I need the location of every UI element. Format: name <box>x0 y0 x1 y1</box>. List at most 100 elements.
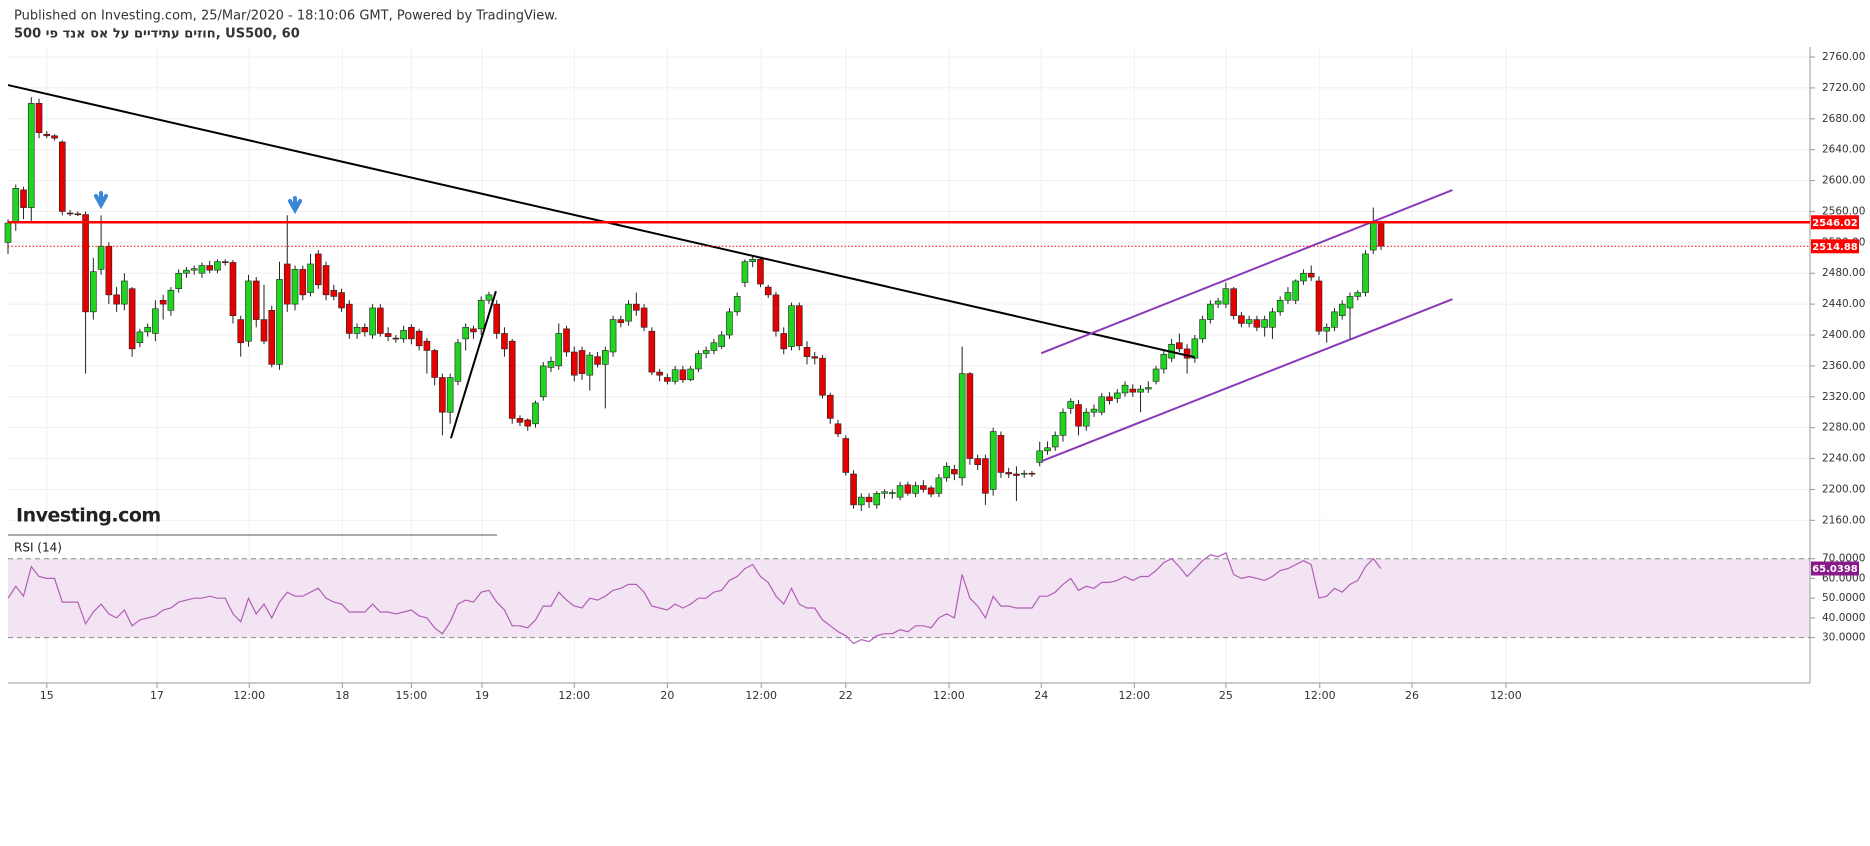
candle-body <box>1323 326 1331 332</box>
candle-body <box>431 350 438 378</box>
candle-body <box>780 333 788 350</box>
candle-body <box>772 294 780 332</box>
candle-body <box>144 326 151 333</box>
candle-body <box>826 394 834 419</box>
candle-body <box>152 308 159 334</box>
candle-body <box>214 261 221 271</box>
x-tick-label: 24 <box>1034 689 1048 702</box>
marks <box>4 97 1385 512</box>
price-label-box <box>1811 239 1859 254</box>
candle-body <box>1121 384 1129 394</box>
candle-body <box>594 356 601 365</box>
candle-body <box>570 351 578 376</box>
candle-body <box>268 310 276 365</box>
candle-body <box>1207 303 1214 320</box>
logo: Investing.com <box>16 505 161 527</box>
candle-body <box>718 334 725 347</box>
candle-body <box>183 269 190 274</box>
candle-body <box>1245 319 1253 324</box>
candle-body <box>974 458 981 466</box>
candle-body <box>625 303 632 322</box>
chart-title: Published on Investing.com, 25/Mar/2020 … <box>14 9 558 24</box>
candle-body <box>252 280 260 320</box>
candle-body <box>470 328 477 333</box>
candle-body <box>74 213 82 216</box>
candle-body <box>749 259 756 262</box>
candle-body <box>1191 338 1199 359</box>
x-tick-label: 12:00 <box>1118 689 1150 702</box>
candle-body <box>369 307 376 336</box>
y-tick-label: 50.0000 <box>1822 592 1865 604</box>
candle-body <box>415 330 423 347</box>
candle-body <box>167 289 175 311</box>
candle-body <box>51 135 58 139</box>
candle-body <box>462 326 469 340</box>
x-tick-label: 15:00 <box>396 689 428 702</box>
candle-body <box>648 330 656 373</box>
candle-body <box>66 212 74 215</box>
pane-title: RSI (14) <box>14 541 62 555</box>
candle-body <box>1199 319 1206 340</box>
candle-body <box>1338 303 1346 317</box>
candle-body <box>229 262 237 317</box>
x-tick-label: 18 <box>335 689 349 702</box>
y-tick-label: 2160.00 <box>1822 514 1865 526</box>
candle-body <box>338 292 345 309</box>
candle-body <box>803 347 811 357</box>
chart-subtitle: חוזים עתידיים על אס אנד פי 500, US500, 6… <box>14 27 300 42</box>
candle-body <box>35 103 43 134</box>
candle-body <box>671 369 679 382</box>
candle-body <box>1346 296 1354 309</box>
candle-body <box>159 299 167 305</box>
candle-body <box>260 319 268 342</box>
candle-body <box>1238 315 1245 324</box>
candle-body <box>958 373 966 479</box>
candle-body <box>656 371 663 376</box>
y-tick-label: 2200.00 <box>1822 483 1865 495</box>
arrow-marker <box>94 191 108 210</box>
y-tick-label: 2400.00 <box>1822 329 1865 341</box>
candle-body <box>105 245 113 296</box>
candle-body <box>1152 368 1160 382</box>
candle-body <box>1005 472 1012 475</box>
candle-body <box>43 133 51 137</box>
candle-body <box>695 353 702 370</box>
candle-body <box>322 265 330 296</box>
candle-body <box>245 280 252 342</box>
candle-body <box>175 272 182 289</box>
candle-body <box>353 326 361 334</box>
price-label: 2514.88 <box>1812 242 1858 253</box>
candle-body <box>997 435 1005 473</box>
candle-body <box>1300 272 1307 282</box>
candle-body <box>702 350 710 354</box>
candle-body <box>1315 280 1323 332</box>
candle-body <box>59 141 66 212</box>
candle-body <box>943 465 950 479</box>
candle-body <box>524 419 532 427</box>
candle-body <box>307 263 314 293</box>
trend-line <box>1040 189 1453 355</box>
candle-body <box>1129 388 1137 393</box>
candle-body <box>951 469 958 475</box>
rsi-line <box>7 551 1382 645</box>
candle-body <box>1067 401 1075 409</box>
candle-body <box>881 491 888 494</box>
candle-body <box>1044 447 1051 452</box>
rsi-label: 65.0398 <box>1812 564 1858 575</box>
candle-body <box>664 377 671 382</box>
candle-body <box>1354 292 1362 297</box>
candle-body <box>446 377 454 413</box>
y-tick-label: 2720.00 <box>1822 82 1865 94</box>
candle-body <box>555 333 563 367</box>
candle-body <box>795 305 803 347</box>
candle-body <box>291 269 299 305</box>
candle-body <box>276 279 283 365</box>
candle-body <box>1269 311 1276 328</box>
candle-body <box>912 485 919 494</box>
y-tick-label: 2600.00 <box>1822 175 1865 187</box>
y-tick-label: 30.0000 <box>1822 632 1865 644</box>
candle-body <box>12 188 20 224</box>
arrow-marker <box>288 196 302 215</box>
candle-body <box>90 271 97 313</box>
